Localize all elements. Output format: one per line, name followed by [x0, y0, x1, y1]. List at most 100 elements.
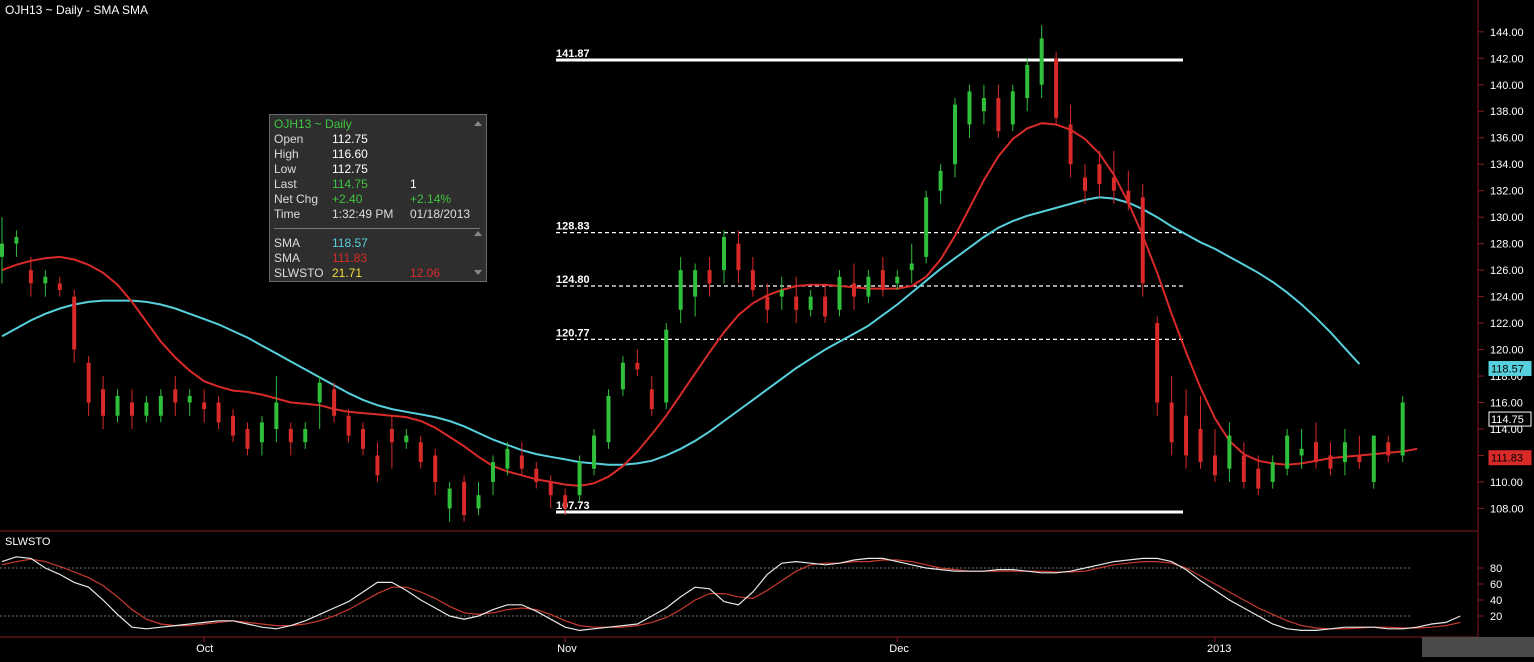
candle	[1357, 435, 1362, 469]
candle-body	[981, 97, 986, 112]
level-label: 128.83	[556, 221, 590, 233]
candle-body	[187, 395, 192, 403]
candle	[981, 84, 986, 125]
price-tick-label: 122.00	[1490, 318, 1524, 330]
candle-body	[375, 455, 380, 476]
candle-body	[1155, 323, 1160, 403]
candle-body	[1357, 455, 1362, 463]
sma1-row: SMA 118.57	[274, 236, 484, 251]
last-value: 114.75	[332, 177, 368, 191]
open-label: Open	[274, 132, 304, 146]
candle	[649, 376, 654, 416]
price-tick-label: 128.00	[1490, 239, 1524, 251]
candle	[43, 270, 48, 297]
time-tick-label: 2013	[1207, 643, 1231, 655]
candle	[1270, 455, 1275, 489]
candle-body	[808, 296, 813, 310]
candle-body	[880, 270, 885, 290]
slwsto-d-value: 12.06	[410, 266, 441, 280]
price-tick-label: 124.00	[1490, 292, 1524, 304]
candle	[129, 389, 134, 429]
candle	[519, 442, 524, 476]
netchg-label: Net Chg	[274, 192, 319, 206]
candle-body	[707, 270, 712, 284]
candle-body	[1400, 402, 1405, 456]
slwsto-k-value: 21.71	[332, 266, 363, 280]
candle	[953, 97, 958, 178]
price-tick-label: 138.00	[1490, 106, 1524, 118]
slwsto-tick-label: 80	[1490, 563, 1502, 575]
candle-body	[1126, 190, 1131, 204]
candle-body	[361, 428, 365, 449]
candle	[895, 270, 900, 290]
candle	[620, 356, 625, 396]
candle	[462, 475, 467, 522]
candle	[938, 164, 943, 204]
candle	[722, 230, 726, 284]
candle	[202, 389, 207, 423]
candle-body	[0, 243, 4, 257]
candle-body	[332, 389, 337, 416]
candle-body	[1212, 455, 1217, 476]
candle	[1025, 58, 1030, 112]
candle	[216, 395, 221, 429]
candle-body	[245, 428, 250, 449]
candle	[144, 395, 149, 423]
candle	[967, 84, 972, 138]
slwsto-tick-label: 20	[1490, 611, 1502, 623]
candle-body	[1227, 435, 1232, 469]
candle	[1083, 164, 1087, 204]
candle-body	[779, 289, 784, 297]
candle-body	[303, 428, 308, 443]
slwsto-tick-label: 60	[1490, 579, 1502, 591]
candle	[1256, 455, 1261, 496]
candle-body	[866, 276, 871, 297]
candle	[101, 376, 106, 429]
candle	[86, 356, 91, 416]
candle-body	[274, 402, 279, 429]
candle-body	[577, 462, 582, 496]
candle	[1010, 84, 1015, 132]
candle-body	[837, 276, 842, 310]
candle	[1212, 428, 1217, 482]
candle	[1314, 422, 1319, 469]
candle-body	[14, 237, 19, 244]
candle	[534, 462, 539, 489]
candle-body	[563, 495, 568, 509]
candle	[476, 481, 481, 516]
candle	[866, 270, 871, 304]
candle-body	[938, 170, 943, 191]
section-up-icon[interactable]	[474, 231, 482, 236]
candle	[418, 435, 423, 469]
candle	[361, 422, 365, 456]
date-value: 01/18/2013	[410, 207, 471, 221]
candle-body	[418, 442, 423, 463]
price-tick-label: 140.00	[1490, 80, 1524, 92]
scroll-down-icon[interactable]	[474, 270, 482, 275]
scroll-up-icon[interactable]	[474, 121, 482, 126]
netchg-pct: +2.14%	[410, 192, 452, 206]
candle-body	[1068, 124, 1073, 165]
price-tick-label: 132.00	[1490, 186, 1524, 198]
price-tick-label: 142.00	[1490, 53, 1524, 65]
candle	[837, 270, 842, 317]
data-window[interactable]: OJH13 ~ Daily Open 112.75 High 116.60 Lo…	[269, 114, 487, 282]
low-label: Low	[274, 162, 297, 176]
candle-body	[462, 481, 467, 516]
sma-fast-line	[1, 122, 1418, 487]
candle	[1299, 428, 1304, 469]
candle-body	[1256, 468, 1261, 489]
candle-body	[1285, 435, 1290, 469]
candle-body	[967, 91, 972, 125]
candle	[635, 349, 640, 377]
candle-body	[851, 283, 856, 297]
candle	[548, 475, 553, 509]
candle-body	[1169, 402, 1174, 443]
candle-body	[129, 402, 134, 416]
slwsto-k-line	[1, 556, 1461, 632]
candle-body	[1314, 442, 1319, 463]
price-tick-label: 144.00	[1490, 27, 1524, 39]
price-tick-label: 114.00	[1490, 424, 1523, 436]
candle	[996, 84, 1001, 138]
